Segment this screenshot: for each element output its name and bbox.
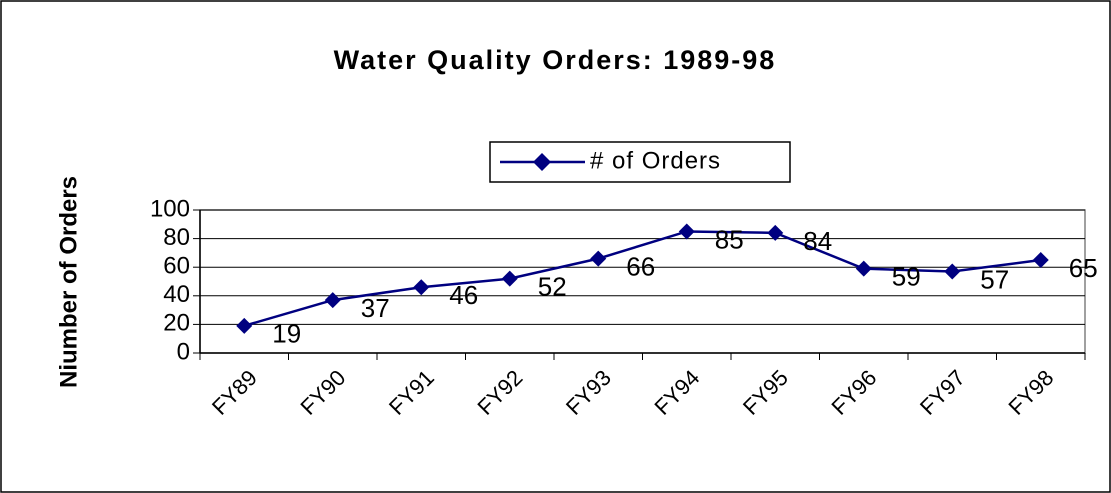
y-tick-label: 20 <box>163 310 190 337</box>
marker <box>590 250 607 267</box>
data-label: 84 <box>803 226 832 256</box>
data-label: 52 <box>538 272 567 302</box>
series-line <box>243 230 1041 328</box>
plot-area <box>199 209 1086 354</box>
data-label: 46 <box>449 280 478 310</box>
marker <box>413 279 430 296</box>
data-label: 59 <box>892 262 921 292</box>
legend-marker <box>533 153 551 171</box>
marker <box>944 263 961 280</box>
chart-title: Water Quality Orders: 1989-98 <box>334 45 777 75</box>
marker <box>236 317 253 334</box>
y-tick-label: 100 <box>150 195 190 222</box>
y-tick-label: 80 <box>163 224 190 251</box>
marker <box>501 270 518 287</box>
data-label: 19 <box>272 319 301 349</box>
data-label: 85 <box>715 224 744 254</box>
marker <box>1032 252 1049 269</box>
data-label: 66 <box>626 251 655 281</box>
y-axis-label: Niumber of Orders <box>55 176 82 388</box>
marker <box>678 223 695 240</box>
data-label: 57 <box>980 264 1009 294</box>
marker <box>324 292 341 309</box>
marker <box>767 224 784 241</box>
y-tick-label: 0 <box>177 338 190 365</box>
data-label: 37 <box>361 293 390 323</box>
y-tick-label: 40 <box>163 281 190 308</box>
legend-label: # of Orders <box>590 147 721 174</box>
y-tick-label: 60 <box>163 253 190 280</box>
data-label: 65 <box>1069 253 1098 283</box>
marker <box>855 260 872 277</box>
